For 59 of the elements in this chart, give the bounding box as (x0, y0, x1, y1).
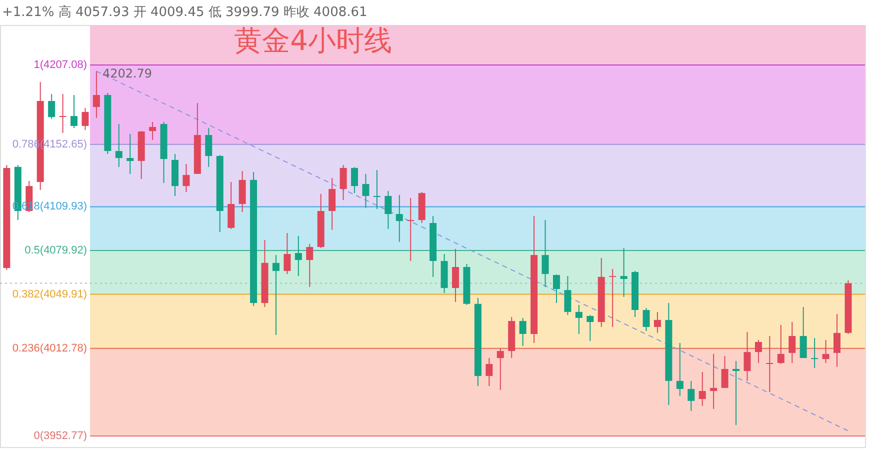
candlestick (328, 178, 336, 230)
candlestick (59, 93, 66, 134)
text: +1.21% 高 4057.93 开 4009.45 低 3999.79 昨收 4008.61 (2, 4, 368, 20)
candlestick (777, 324, 784, 364)
candlestick (272, 254, 280, 336)
candlestick (496, 347, 504, 390)
candlestick (552, 274, 560, 304)
candlestick (407, 198, 414, 262)
candlestick (788, 321, 796, 364)
candlestick (766, 335, 774, 393)
candlestick (384, 190, 392, 230)
candlestick (228, 181, 235, 230)
candlestick (284, 232, 291, 274)
candlestick (542, 220, 549, 288)
candlestick (654, 311, 661, 334)
candlestick (688, 380, 695, 412)
candlestick (115, 124, 122, 168)
annotation: 4202.79 (102, 66, 152, 80)
candlestick (486, 358, 493, 387)
ref-line-label: 1(4207.08) (34, 58, 87, 71)
candlestick (306, 243, 314, 288)
candlestick (340, 164, 347, 201)
candlestick (710, 353, 718, 410)
candlestick (834, 313, 840, 368)
candlestick (149, 122, 156, 140)
candlestick (642, 307, 650, 332)
chart-title: 黄金4小时线 (234, 24, 392, 57)
candlestick (294, 235, 302, 277)
candlestick (676, 342, 684, 396)
candlestick (620, 248, 628, 298)
candlestick (822, 339, 830, 364)
candlestick (182, 164, 190, 193)
candlestick (564, 276, 572, 316)
candlestick (732, 360, 740, 426)
candlestick (396, 194, 403, 242)
candlestick (800, 306, 807, 359)
candlestick (519, 317, 526, 346)
candlestick (452, 248, 459, 303)
candlestick (609, 268, 616, 328)
candlestick (811, 338, 818, 368)
candlestick (575, 304, 582, 334)
ref-line-label: 0.382(4049.91) (12, 288, 87, 300)
ref-line-label: 0(3952.77) (34, 430, 87, 442)
candlestick (373, 169, 380, 210)
candlestick (698, 372, 706, 407)
candlestick (92, 70, 100, 118)
candlestick (351, 166, 358, 194)
candlestick (126, 133, 134, 174)
candlestick (82, 108, 89, 131)
candlestick (586, 314, 594, 342)
candlestick (362, 173, 370, 208)
ref-line-label: 0.5(4079.92) (24, 244, 87, 256)
candlestick (48, 93, 56, 120)
candlestick (721, 355, 728, 388)
candlestick (744, 331, 751, 382)
ref-line-label: 0.236(4012.78) (12, 342, 87, 354)
candlestick (205, 127, 212, 168)
candlestick (70, 94, 78, 128)
candlestick (754, 339, 762, 364)
